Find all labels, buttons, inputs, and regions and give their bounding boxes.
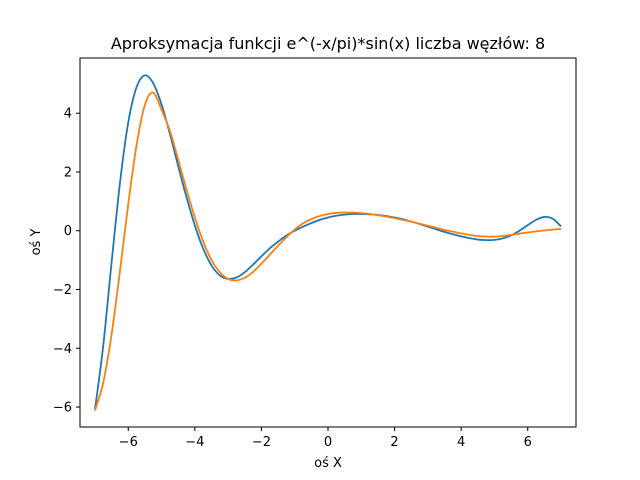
plot-area [94,74,562,411]
x-axis-label: oś X [314,456,342,471]
y-tick-label: 0 [64,224,72,239]
series-line-2 [94,91,562,411]
chart-title: Aproksymacja funkcji e^(-x/pi)*sin(x) li… [111,34,545,53]
x-axis-ticks: −6 −4 −2 0 2 4 6 [119,427,532,450]
y-tick-label: −6 [53,401,72,416]
y-tick-label: −2 [53,283,72,298]
y-tick-label: −4 [53,342,72,357]
x-tick-label: −6 [119,435,138,450]
y-tick-label: 4 [64,107,72,122]
y-tick-label: 2 [64,165,72,180]
series-layer [94,74,562,411]
y-axis-ticks: −6 −4 −2 0 2 4 [53,107,80,416]
x-tick-label: 0 [324,435,332,450]
x-tick-label: 4 [457,435,465,450]
x-tick-label: −2 [252,435,271,450]
x-tick-label: 2 [390,435,398,450]
y-axis-label: oś Y [29,229,44,256]
x-tick-label: 6 [524,435,532,450]
x-tick-label: −4 [185,435,204,450]
